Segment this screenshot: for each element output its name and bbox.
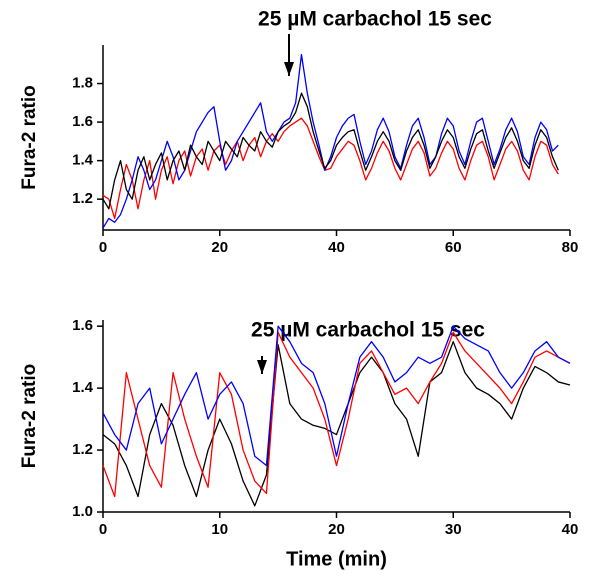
y-tick-label: 1.6	[72, 113, 93, 130]
x-tick-label: 80	[562, 239, 579, 256]
data-line	[102, 331, 571, 498]
y-tick-label: 1.2	[72, 441, 93, 458]
x-tick-label: 20	[211, 239, 228, 256]
y-tick-label: 1.8	[72, 75, 93, 92]
x-tick-label: 40	[328, 239, 345, 256]
x-tick-label: 60	[445, 239, 462, 256]
x-tick-label: 0	[99, 521, 107, 538]
x-tick-label: 20	[328, 521, 345, 538]
x-tick-label: 30	[445, 521, 462, 538]
y-tick-label: 1.2	[72, 190, 93, 207]
x-tick-label: 40	[562, 521, 579, 538]
x-tick-label: 0	[99, 239, 107, 256]
data-line	[102, 53, 559, 229]
x-axis-label: Time (min)	[286, 548, 387, 570]
y-tick-label: 1.6	[72, 317, 93, 334]
panel-title: 25 µM carbachol 15 sec	[251, 319, 485, 342]
y-tick-label: 1.0	[72, 503, 93, 520]
y-tick-label: 1.4	[72, 152, 94, 169]
arrow-head	[257, 360, 267, 374]
data-line	[102, 92, 559, 210]
panel-title: 25 µM carbachol 15 sec	[258, 8, 492, 31]
data-line	[102, 325, 571, 467]
y-tick-label: 1.4	[72, 379, 94, 396]
arrow-head	[284, 62, 294, 76]
y-axis-label: Fura-2 ratio	[19, 85, 40, 190]
y-axis-label: Fura-2 ratio	[19, 364, 40, 469]
data-line	[102, 341, 571, 507]
x-tick-label: 10	[211, 521, 228, 538]
data-line	[102, 117, 559, 220]
